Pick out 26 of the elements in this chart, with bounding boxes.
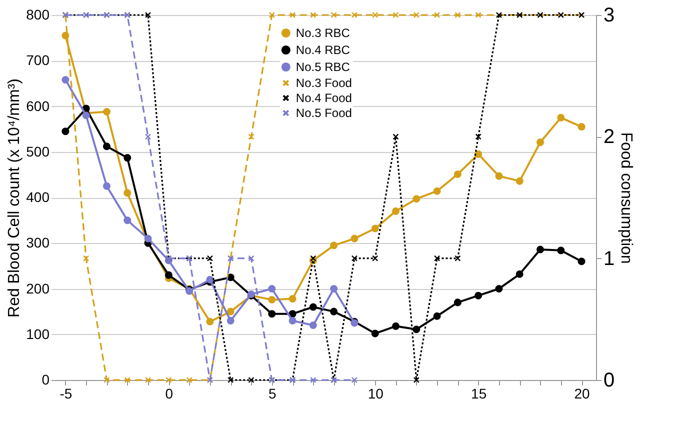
legend-label: No.5 RBC <box>296 60 350 74</box>
x-tick-label: 10 <box>368 386 384 402</box>
legend-label: No.3 Food <box>296 76 352 90</box>
x-tick-label: -5 <box>60 386 72 402</box>
y2-tick-label: 3 <box>604 4 615 26</box>
x-tick-label: 5 <box>268 386 276 402</box>
x-tick-label: 20 <box>574 386 590 402</box>
y-tick-label: 600 <box>26 98 50 114</box>
legend-label: No.5 Food <box>296 106 352 120</box>
x-tick-label: 0 <box>165 386 174 402</box>
y-tick-label: 0 <box>42 372 50 388</box>
y-tick-label: 100 <box>26 326 50 342</box>
legend-label: No.4 RBC <box>296 43 350 57</box>
y2-tick-label: 1 <box>604 248 615 270</box>
y-tick-label: 500 <box>26 143 50 160</box>
legend-label: No.3 RBC <box>296 26 350 40</box>
y2-tick-label: 2 <box>604 126 615 148</box>
y-tick-label: 700 <box>26 52 50 68</box>
y-tick-label: 200 <box>26 280 50 296</box>
y-axis-title: Red Blood Cell count (x 10⁴/mm³) <box>6 78 24 318</box>
y-tick-label: 300 <box>26 234 50 251</box>
y2-axis-title: Food consumption <box>618 132 635 264</box>
y-tick-label: 800 <box>26 6 50 22</box>
x-tick-label: 15 <box>471 386 487 402</box>
legend-label: No.4 Food <box>296 91 352 105</box>
y-tick-label: 400 <box>26 189 50 205</box>
